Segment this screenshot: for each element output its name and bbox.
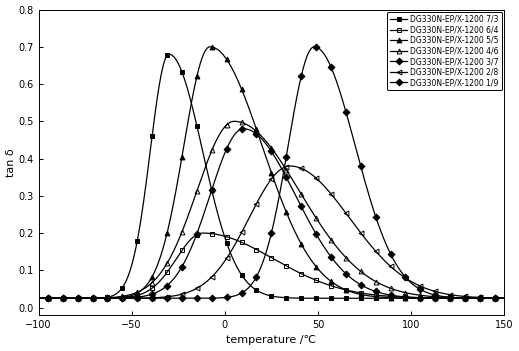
Legend: DG330N-EP/X-1200 7/3, DG330N-EP/X-1200 6/4, DG330N-EP/X-1200 5/5, DG330N-EP/X-12: DG330N-EP/X-1200 7/3, DG330N-EP/X-1200 6… — [387, 12, 502, 90]
Y-axis label: tan δ: tan δ — [6, 148, 16, 177]
X-axis label: temperature /℃: temperature /℃ — [226, 336, 317, 345]
